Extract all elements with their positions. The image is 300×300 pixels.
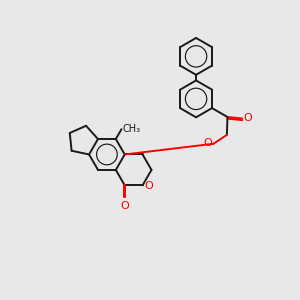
Text: O: O: [120, 200, 129, 211]
Text: O: O: [144, 181, 153, 191]
Text: O: O: [244, 113, 253, 124]
Text: CH₃: CH₃: [123, 124, 141, 134]
Text: O: O: [204, 139, 212, 148]
